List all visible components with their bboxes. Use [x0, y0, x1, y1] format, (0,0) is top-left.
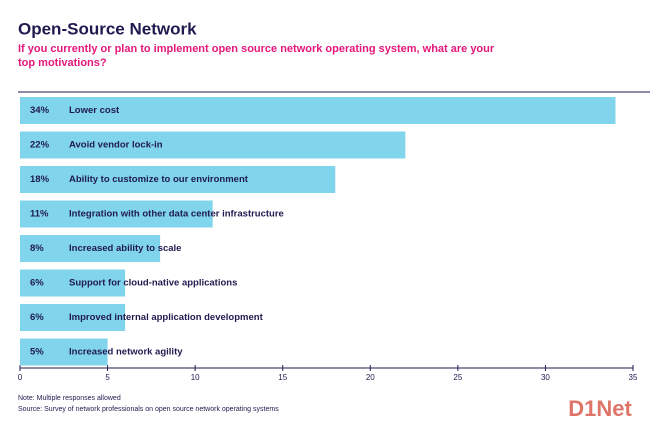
bar	[20, 338, 108, 366]
bar	[20, 166, 336, 193]
watermark: D1Net	[568, 396, 632, 421]
category-label: Increased ability to scale	[69, 243, 181, 254]
category-label: Ability to customize to our environment	[69, 174, 249, 185]
category-label: Integration with other data center infra…	[69, 209, 284, 220]
value-label: 11%	[30, 209, 49, 220]
subtitle-box: If you currently or plan to implement op…	[18, 43, 495, 69]
x-tick-label: 35	[629, 373, 638, 382]
category-label: Support for cloud-native applications	[69, 278, 237, 289]
chart-title: Open-Source Network	[18, 19, 197, 38]
bar	[20, 304, 126, 331]
bar	[20, 200, 213, 228]
value-label: 5%	[30, 347, 44, 358]
x-tick-label: 10	[191, 373, 200, 382]
category-label: Increased network agility	[69, 347, 183, 358]
value-label: 6%	[30, 278, 44, 289]
note: Source: Survey of network professionals …	[18, 406, 279, 413]
x-tick-label: 0	[18, 373, 23, 382]
x-tick-label: 20	[366, 373, 375, 382]
category-label: Avoid vendor lock-in	[69, 140, 163, 151]
bar	[20, 269, 126, 297]
value-label: 8%	[30, 243, 44, 254]
bar	[20, 97, 616, 124]
x-tick-label: 25	[453, 373, 462, 382]
category-label: Improved internal application developmen…	[69, 312, 264, 323]
x-tick-label: 30	[541, 373, 550, 382]
value-label: 22%	[30, 140, 50, 151]
note: Note: Multiple responses allowed	[18, 395, 121, 402]
bar	[20, 131, 406, 159]
value-label: 34%	[30, 105, 50, 116]
value-label: 18%	[30, 174, 50, 185]
bar	[20, 235, 161, 262]
x-tick-label: 15	[278, 373, 287, 382]
category-label: Lower cost	[69, 105, 120, 116]
value-label: 6%	[30, 312, 44, 323]
chart-subtitle: If you currently or plan to implement op…	[18, 43, 495, 69]
x-tick-label: 5	[105, 373, 110, 382]
